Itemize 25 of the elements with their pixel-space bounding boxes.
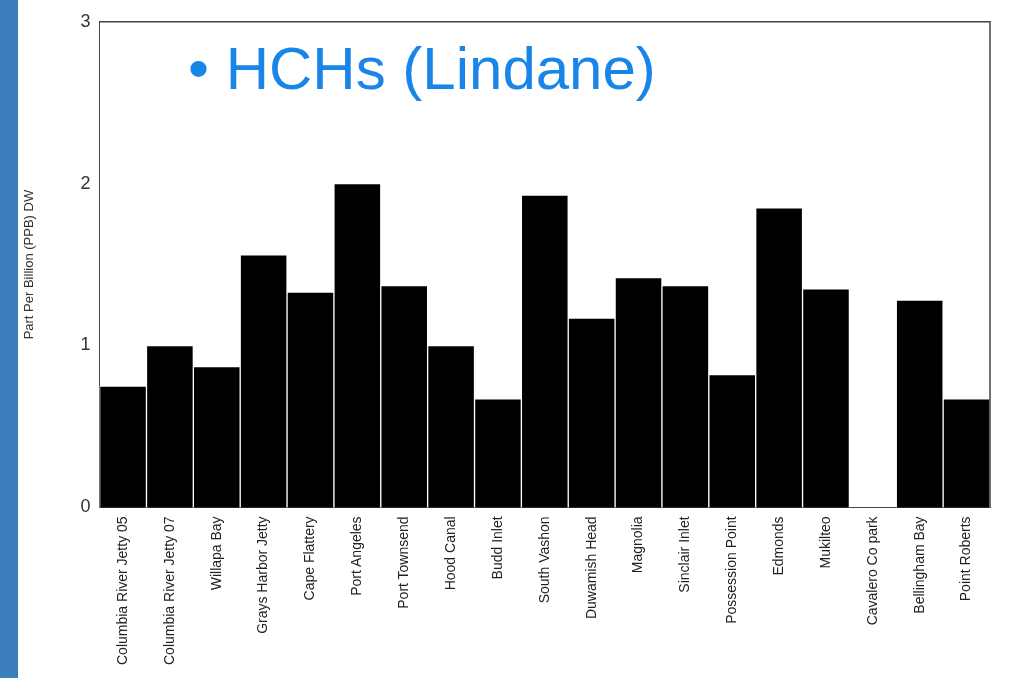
x-tick-label: Port Angeles	[348, 516, 365, 596]
x-tick-label: Edmonds	[769, 516, 786, 576]
x-tick-label: Grays Harbor Jetty	[254, 516, 271, 634]
y-tick-label: 0	[80, 496, 91, 517]
x-tick-label: Willapa Bay	[207, 516, 224, 591]
x-tick-label: Possession Point	[723, 516, 740, 624]
x-tick-label: Hood Canal	[441, 516, 458, 591]
x-tick-label: Duwamish Head	[582, 516, 599, 620]
y-tick-label: 3	[80, 10, 91, 31]
x-tick-label: Sinclair Inlet	[676, 516, 693, 593]
y-tick-label: 1	[80, 334, 91, 355]
x-tick-label: South Vashon	[535, 516, 552, 604]
y-axis-title: Part Per Billion (PPB) DW	[21, 189, 37, 340]
x-tick-label: Mukilteo	[816, 516, 833, 569]
x-tick-label: Cape Flattery	[301, 516, 318, 601]
chart-title: • HCHs (Lindane)	[188, 35, 656, 102]
x-tick-label: Magnolia	[629, 516, 646, 574]
x-tick-label: Bellingham Bay	[910, 516, 927, 614]
x-tick-label: Cavalero Co park	[863, 515, 880, 626]
x-tick-label: Budd Inlet	[488, 516, 505, 580]
x-tick-label: Point Roberts	[957, 516, 974, 602]
x-tick-label: Columbia River Jetty 07	[160, 516, 177, 666]
x-tick-label: Port Townsend	[395, 516, 412, 609]
y-tick-label: 2	[80, 172, 91, 193]
x-tick-label: Columbia River Jetty 05	[113, 516, 130, 666]
